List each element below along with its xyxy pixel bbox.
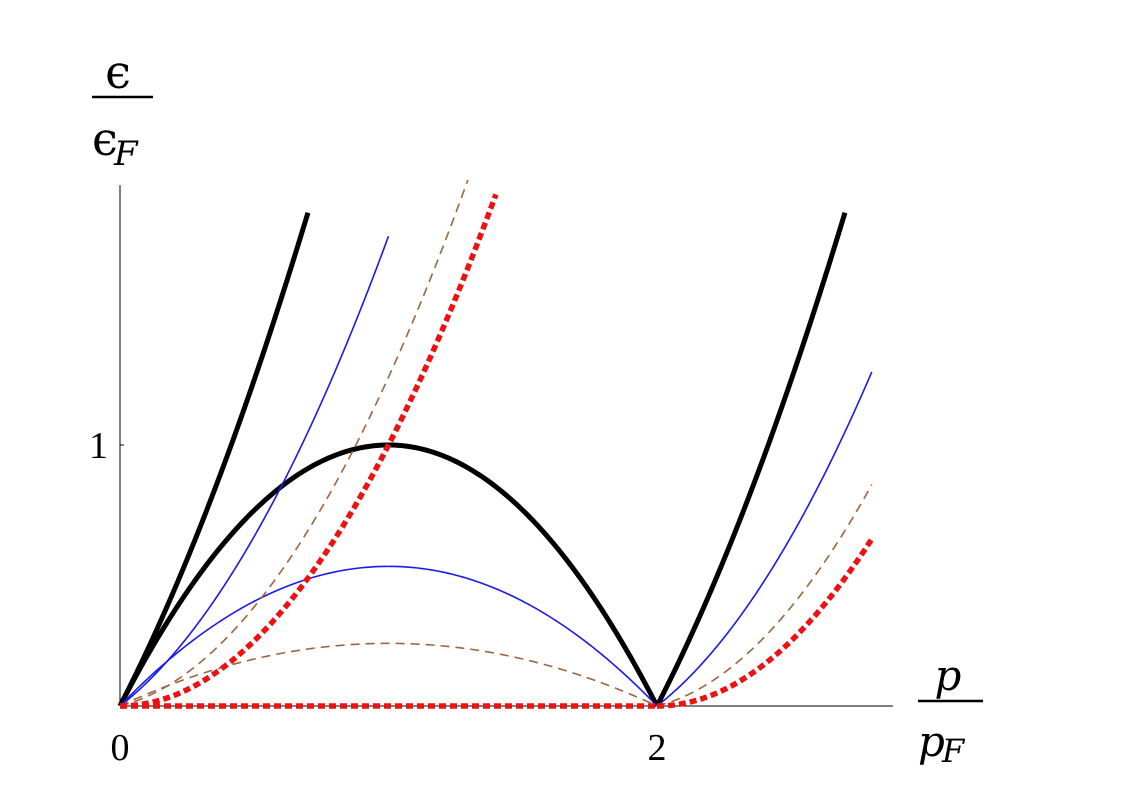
x-tick-label-0: 0 bbox=[111, 727, 130, 769]
x-tick-label-1: 2 bbox=[648, 727, 667, 769]
y-label-denominator: ϵ bbox=[92, 112, 118, 166]
x-label-denominator: p bbox=[918, 717, 945, 766]
series-thick-solid-upper-0 bbox=[117, 211, 311, 708]
series-thick-dotted-upper-right-11 bbox=[655, 537, 875, 709]
series-thick-solid-upper-right-2 bbox=[654, 211, 848, 708]
x-label-denominator-subscript: F bbox=[941, 732, 966, 770]
series-thin-dashed-upper-6 bbox=[119, 180, 469, 707]
series-thick-dotted-upper-9 bbox=[119, 193, 499, 709]
y-label-denominator-subscript: F bbox=[113, 134, 139, 174]
series-layer bbox=[117, 180, 875, 709]
y-label-numerator: ϵ bbox=[105, 45, 131, 99]
x-label-numerator: p bbox=[935, 651, 962, 700]
series-thin-solid-upper-right-5 bbox=[656, 371, 873, 707]
y-tick-label-0: 1 bbox=[89, 425, 108, 467]
series-thin-dashed-arch-7 bbox=[119, 642, 658, 707]
x-axis-label: p p F bbox=[918, 651, 983, 770]
tick-labels: 0 2 1 bbox=[89, 425, 667, 769]
series-thick-solid-arch-1 bbox=[117, 442, 660, 708]
y-axis-label: ϵ ϵ F bbox=[92, 45, 153, 174]
series-thin-dashed-upper-right-8 bbox=[656, 484, 873, 707]
series-thin-solid-arch-4 bbox=[119, 565, 658, 707]
